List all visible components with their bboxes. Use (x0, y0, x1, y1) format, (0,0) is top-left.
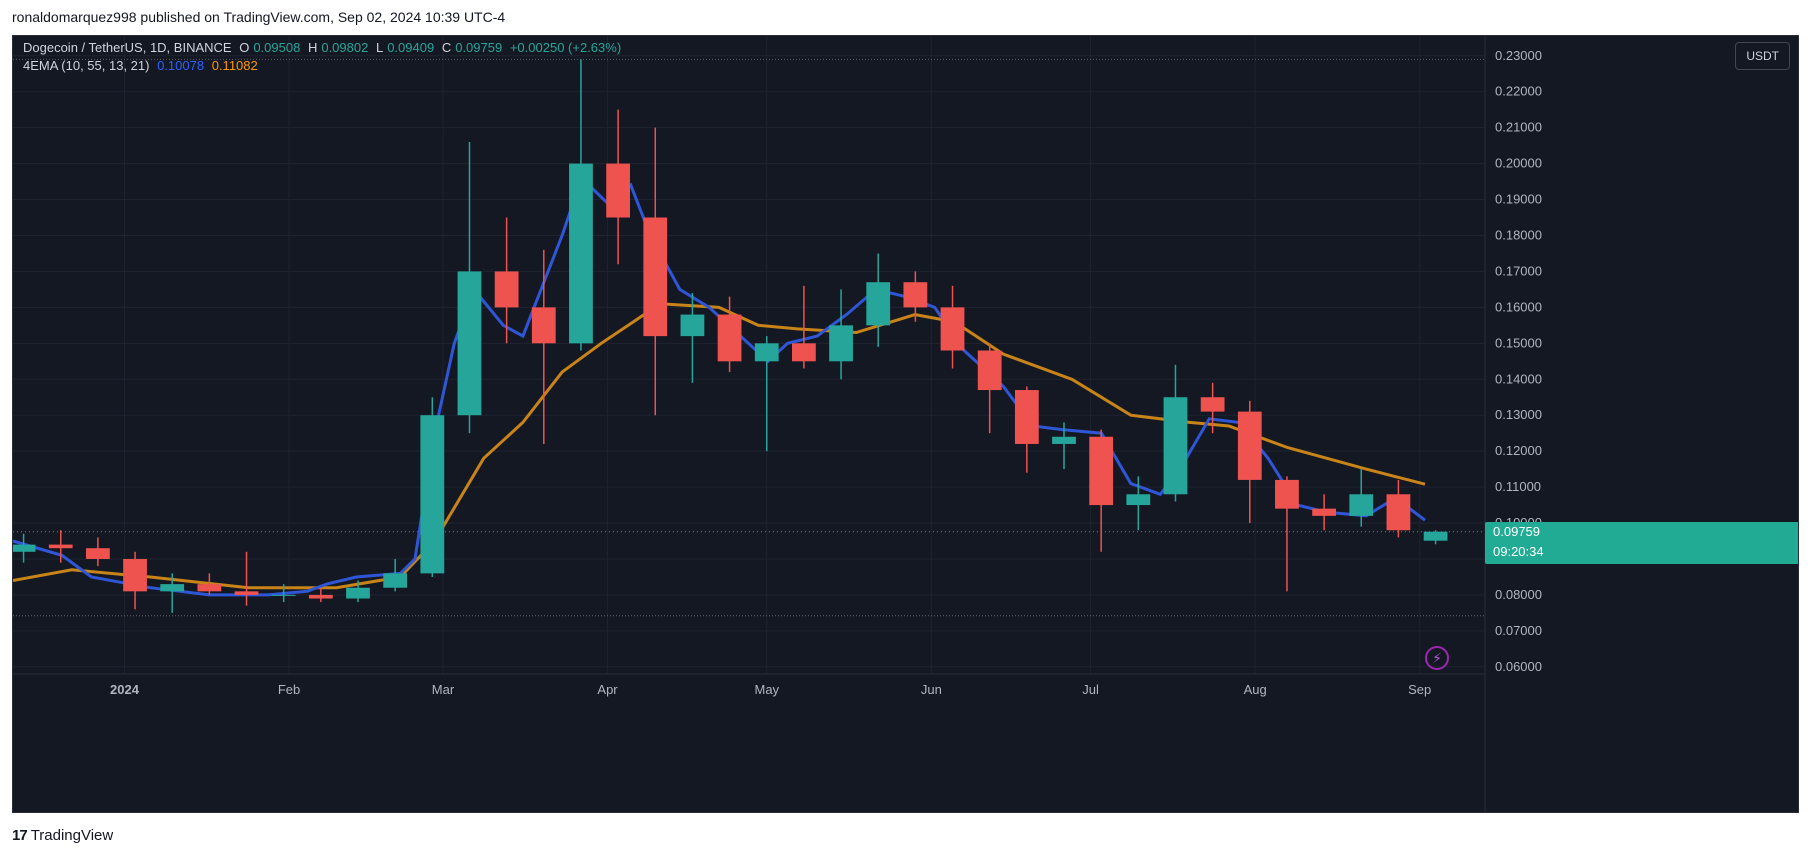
low-value: 0.09409 (387, 40, 435, 55)
open-label: O (239, 40, 250, 55)
candle-body (86, 548, 110, 559)
price-chart[interactable]: 0.23000 0.22000 0.21000 0.20000 0.19000 0.180… (13, 36, 1798, 812)
ema-fast-value: 0.10078 (157, 58, 205, 73)
x-tick-label: Apr (597, 682, 618, 697)
candle-body (866, 282, 891, 326)
y-tick-label: 0.20000 (1495, 156, 1542, 171)
high-value: 0.09802 (321, 40, 369, 55)
open-value: 0.09508 (253, 40, 301, 55)
indicator-title[interactable]: 4EMA (10, 55, 13, 21) (23, 58, 150, 73)
y-tick-label: 0.17000 (1495, 263, 1542, 278)
candle-body (1163, 397, 1188, 495)
y-tick-label: 0.15000 (1495, 335, 1542, 350)
x-tick-label: Jul (1082, 682, 1099, 697)
x-tick-label: Jun (921, 682, 942, 697)
candle-body (123, 558, 147, 592)
footer-brand-text: TradingView (30, 827, 114, 844)
candle-body (160, 584, 185, 592)
last-price-tag: 0.09759 09:20:34 (1485, 521, 1798, 564)
candle-body (308, 594, 333, 599)
change-value: +0.00250 (+2.63%) (509, 40, 622, 55)
candle-body (13, 544, 36, 552)
x-tick-label: Aug (1244, 682, 1267, 697)
high-label: H (307, 40, 318, 55)
currency-button[interactable]: USDT (1735, 42, 1790, 70)
candle-body (420, 415, 445, 574)
candle-body (1423, 531, 1448, 541)
low-label: L (375, 40, 384, 55)
candle-body (48, 544, 73, 549)
y-tick-label: 0.21000 (1495, 120, 1542, 135)
candle-body (197, 584, 222, 592)
candle-body (754, 343, 779, 362)
candle-body (457, 271, 482, 416)
candle-body (531, 307, 556, 344)
close-label: C (441, 40, 452, 55)
candle-body (829, 325, 853, 362)
y-tick-label: 0.07000 (1495, 623, 1542, 638)
lightning-bolt-icon[interactable]: ⚡ (1425, 645, 1449, 670)
footer-brand[interactable]: 17 TradingView (12, 827, 113, 844)
candle-body (606, 163, 630, 218)
candle-body (903, 282, 928, 308)
close-value: 0.09759 (455, 40, 503, 55)
candle-body (569, 163, 593, 344)
candle-body (1349, 494, 1374, 516)
candle-body (383, 573, 408, 588)
y-tick-label: 0.13000 (1495, 407, 1542, 422)
publish-caption: ronaldomarquez998 published on TradingVi… (12, 9, 506, 25)
candle-body (234, 591, 259, 595)
candle-body (1089, 436, 1114, 506)
candle-body (1200, 397, 1225, 412)
symbol-legend: Dogecoin / TetherUS, 1D, BINANCE O 0.0950… (23, 40, 625, 55)
indicator-legend[interactable]: 4EMA (10, 55, 13, 21) 0.10078 0.11082 (23, 58, 262, 73)
x-tick-label: 2024 (110, 682, 140, 697)
candle-body (792, 343, 816, 362)
symbol-title[interactable]: Dogecoin / TetherUS, 1D, BINANCE (23, 40, 232, 55)
y-tick-label: 0.23000 (1495, 48, 1542, 63)
candle-body (1126, 494, 1151, 506)
chart-pane[interactable]: 0.23000 0.22000 0.21000 0.20000 0.19000 0.180… (12, 35, 1799, 813)
y-tick-label: 0.06000 (1495, 659, 1542, 674)
ema-fast-line (13, 175, 1426, 597)
candle-body (717, 314, 742, 362)
candle-body (1014, 390, 1039, 444)
bar-countdown: 09:20:34 (1493, 543, 1544, 559)
x-tick-label: Feb (278, 682, 300, 697)
y-tick-label: 0.08000 (1495, 587, 1542, 602)
x-tick-label: Sep (1408, 682, 1431, 697)
ema-slow-value: 0.11082 (211, 58, 258, 73)
y-tick-label: 0.22000 (1495, 84, 1542, 99)
y-tick-label: 0.11000 (1495, 479, 1541, 494)
x-tick-label: May (754, 682, 779, 697)
y-tick-label: 0.16000 (1495, 299, 1542, 314)
candle-body (977, 350, 1002, 391)
candle-body (1237, 411, 1262, 480)
candle-body (1386, 494, 1411, 531)
candle-body (643, 217, 668, 337)
candle-body (1312, 508, 1336, 516)
y-tick-label: 0.19000 (1495, 192, 1542, 207)
candle-body (1052, 436, 1076, 444)
candle-body (940, 307, 965, 351)
candle-body (346, 587, 370, 599)
y-tick-label: 0.12000 (1495, 443, 1542, 458)
y-tick-label: 0.14000 (1495, 371, 1542, 386)
last-price: 0.09759 (1493, 523, 1540, 539)
x-tick-label: Mar (432, 682, 455, 697)
y-tick-label: 0.18000 (1495, 227, 1542, 242)
tradingview-logo-icon: 17 (12, 827, 28, 844)
candle-body (271, 594, 296, 596)
candle-body (494, 271, 519, 308)
candle-body (680, 314, 705, 337)
candle-body (1275, 479, 1299, 509)
